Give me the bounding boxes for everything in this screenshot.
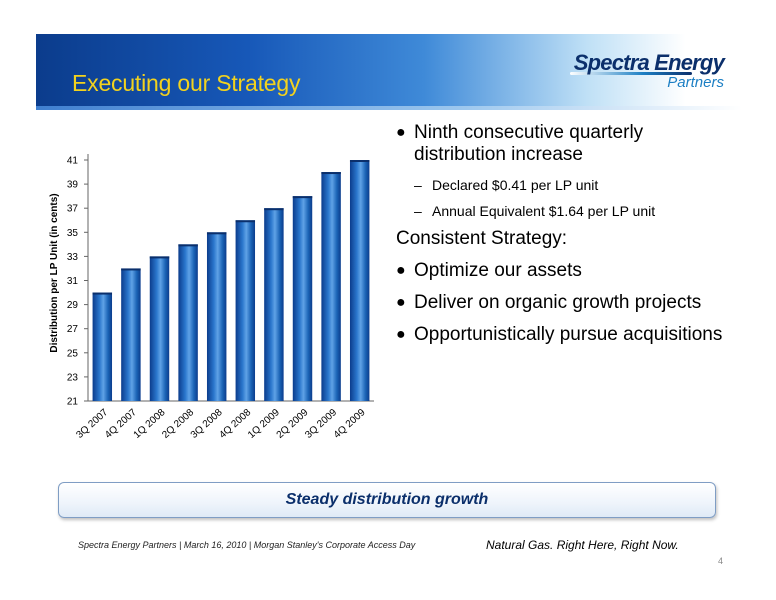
callout-text: Steady distribution growth xyxy=(285,491,489,508)
bar-4q-2008 xyxy=(235,220,256,401)
dash-icon: – xyxy=(414,177,422,193)
y-tick-label: 25 xyxy=(67,348,79,359)
bar-top-edge xyxy=(178,244,198,247)
bar-top-edge xyxy=(349,160,370,162)
bullet-organic-growth: ● Deliver on organic growth projects xyxy=(396,292,736,314)
bar-top-edge xyxy=(149,256,170,259)
spectra-energy-partners-logo: Spectra Energy Partners xyxy=(568,50,725,94)
bullet-dot-icon: ● xyxy=(396,294,406,311)
bar-top-edge xyxy=(235,220,256,223)
y-axis-label: Distribution per LP Unit (in cents) xyxy=(49,193,60,352)
bar-1q-2009 xyxy=(264,208,284,401)
sub-bullet-annual: – Annual Equivalent $1.64 per LP unit xyxy=(396,202,736,220)
strategy-heading: Consistent Strategy: xyxy=(396,228,568,249)
page-number: 4 xyxy=(718,556,724,566)
y-tick-label: 23 xyxy=(67,372,79,383)
logo-sub-text: Partners xyxy=(667,74,724,91)
sub-bullet-text: Annual Equivalent $1.64 per LP unit xyxy=(432,203,656,219)
bullet-text: Deliver on organic growth projects xyxy=(414,292,702,313)
callout-box: Steady distribution growth xyxy=(58,482,716,518)
y-tick-label: 39 xyxy=(67,180,79,191)
title-banner xyxy=(36,34,742,106)
bar-3q-2008 xyxy=(206,232,227,401)
bullet-optimize: ● Optimize our assets xyxy=(396,260,736,282)
logo-swoosh xyxy=(570,72,692,75)
bullet-text: Ninth consecutive quarterly distribution… xyxy=(414,122,644,165)
footer-tagline: Natural Gas. Right Here, Right Now. xyxy=(486,538,679,552)
bullet-dot-icon: ● xyxy=(396,262,406,279)
y-tick-label: 33 xyxy=(67,252,79,263)
y-tick-label: 37 xyxy=(67,204,79,215)
bullet-list: ● Ninth consecutive quarterly distributi… xyxy=(396,122,736,356)
bar-4q-2009 xyxy=(349,160,370,401)
y-tick-label: 27 xyxy=(67,324,79,335)
sub-bullet-declared: – Declared $0.41 per LP unit xyxy=(396,176,736,194)
bullet-dot-icon: ● xyxy=(396,124,406,141)
footer-citation: Spectra Energy Partners | March 16, 2010… xyxy=(78,540,416,550)
bar-top-edge xyxy=(264,208,284,211)
bar-3q-2009 xyxy=(321,172,341,401)
y-tick-label: 29 xyxy=(67,300,79,311)
y-tick-label: 31 xyxy=(67,276,79,287)
bar-4q-2007 xyxy=(121,268,141,401)
bar-top-edge xyxy=(92,292,113,295)
bar-top-edge xyxy=(206,232,227,235)
dash-icon: – xyxy=(414,203,422,219)
bullet-dot-icon: ● xyxy=(396,326,406,343)
sub-bullet-text: Declared $0.41 per LP unit xyxy=(432,177,599,193)
bullet-text: Opportunistically pursue acquisitions xyxy=(414,324,723,345)
bar-2q-2009 xyxy=(292,196,313,401)
bullet-text: Optimize our assets xyxy=(414,260,582,281)
x-category-label: 4Q 2009 xyxy=(332,407,368,441)
bar-top-edge xyxy=(121,268,141,271)
page-title: Executing our Strategy xyxy=(72,70,301,96)
bullet-ninth-increase: ● Ninth consecutive quarterly distributi… xyxy=(396,122,736,166)
bullet-acquisitions: ● Opportunistically pursue acquisitions xyxy=(396,324,736,346)
y-tick-label: 41 xyxy=(67,156,79,167)
bar-top-edge xyxy=(321,172,341,175)
bar-top-edge xyxy=(292,196,313,199)
logo-main-text: Spectra Energy xyxy=(573,50,725,75)
bar-2q-2008 xyxy=(178,244,198,401)
y-tick-label: 35 xyxy=(67,228,79,239)
y-tick-label: 21 xyxy=(67,397,79,408)
bar-1q-2008 xyxy=(149,256,170,401)
title-banner-underline xyxy=(36,106,742,110)
bar-3q-2007 xyxy=(92,292,113,401)
